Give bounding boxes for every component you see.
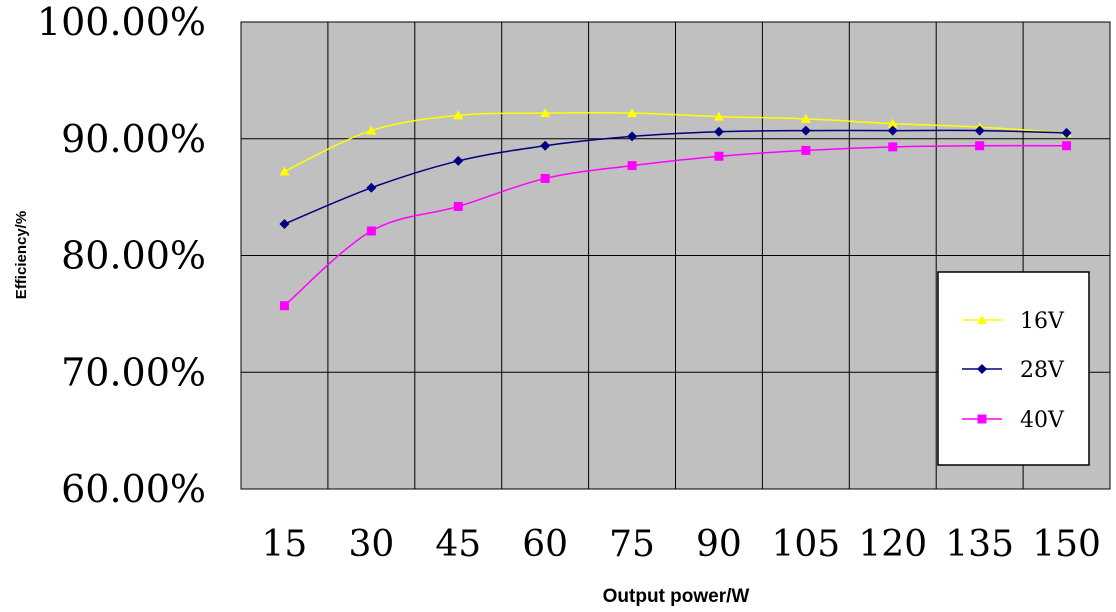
x-tick-label: 105 [771, 524, 840, 565]
series-28V [279, 125, 1072, 229]
legend-item-40V: 40V [962, 408, 1065, 433]
data-point-triangle [366, 125, 377, 135]
data-point-square [888, 142, 898, 152]
data-point-triangle [540, 108, 551, 118]
x-axis-label: Output power/W [603, 586, 750, 607]
x-tick-label: 45 [435, 524, 481, 565]
data-point-square [977, 414, 987, 424]
data-point-triangle [453, 110, 464, 120]
legend-label: 40V [1020, 408, 1065, 433]
y-tick-label: 80.00% [61, 234, 206, 278]
data-point-diamond [1061, 127, 1072, 138]
x-tick-label: 150 [1032, 524, 1101, 565]
data-point-triangle [627, 108, 638, 118]
data-point-square [1062, 141, 1072, 151]
series-line [284, 129, 1067, 225]
data-point-diamond [713, 126, 724, 137]
data-point-square [714, 151, 724, 161]
data-point-triangle [977, 315, 987, 324]
data-point-diamond [453, 155, 464, 166]
series-40V [279, 141, 1072, 311]
x-tick-label: 90 [696, 524, 742, 565]
data-point-triangle [887, 118, 898, 128]
y-tick-labels: 100.00% 90.00% 80.00% 70.00% 60.00% [37, 0, 206, 511]
x-tick-labels: 15 30 45 60 75 90 105 120 135 150 [262, 524, 1101, 565]
data-point-square [627, 161, 637, 171]
legend-item-28V: 28V [962, 358, 1065, 383]
x-tick-label: 30 [348, 524, 394, 565]
data-point-diamond [800, 125, 811, 136]
legend-label: 28V [1020, 358, 1065, 383]
data-point-square [540, 173, 550, 183]
x-tick-label: 75 [609, 524, 655, 565]
x-tick-label: 135 [945, 524, 1014, 565]
data-point-square [453, 201, 463, 211]
y-tick-label: 60.00% [61, 467, 206, 511]
data-point-diamond [974, 125, 985, 136]
data-point-diamond [627, 131, 638, 142]
data-point-triangle [713, 111, 724, 121]
series-lines [279, 108, 1072, 311]
data-point-square [801, 145, 811, 155]
data-point-diamond [540, 140, 551, 151]
data-point-diamond [366, 182, 377, 193]
grid-lines [240, 21, 1111, 490]
legend: 16V 28V 40V [937, 271, 1090, 466]
data-point-triangle [279, 166, 290, 176]
y-tick-label: 70.00% [61, 350, 206, 394]
legend-item-16V: 16V [962, 309, 1065, 334]
y-axis-label: Efficiency/% [13, 211, 30, 299]
x-tick-label: 15 [262, 524, 308, 565]
data-point-diamond [887, 125, 898, 136]
y-tick-label: 100.00% [37, 0, 206, 44]
series-line [284, 111, 1067, 173]
data-point-square [366, 226, 376, 236]
data-point-diamond [977, 364, 987, 374]
legend-label: 16V [1020, 309, 1065, 334]
data-point-diamond [279, 218, 290, 229]
data-point-triangle [800, 113, 811, 123]
data-point-square [975, 141, 985, 151]
x-tick-label: 120 [858, 524, 927, 565]
y-tick-label: 90.00% [61, 117, 206, 161]
series-line [283, 144, 1067, 307]
data-point-square [279, 301, 289, 311]
x-tick-label: 60 [522, 524, 568, 565]
legend-box [937, 271, 1090, 466]
